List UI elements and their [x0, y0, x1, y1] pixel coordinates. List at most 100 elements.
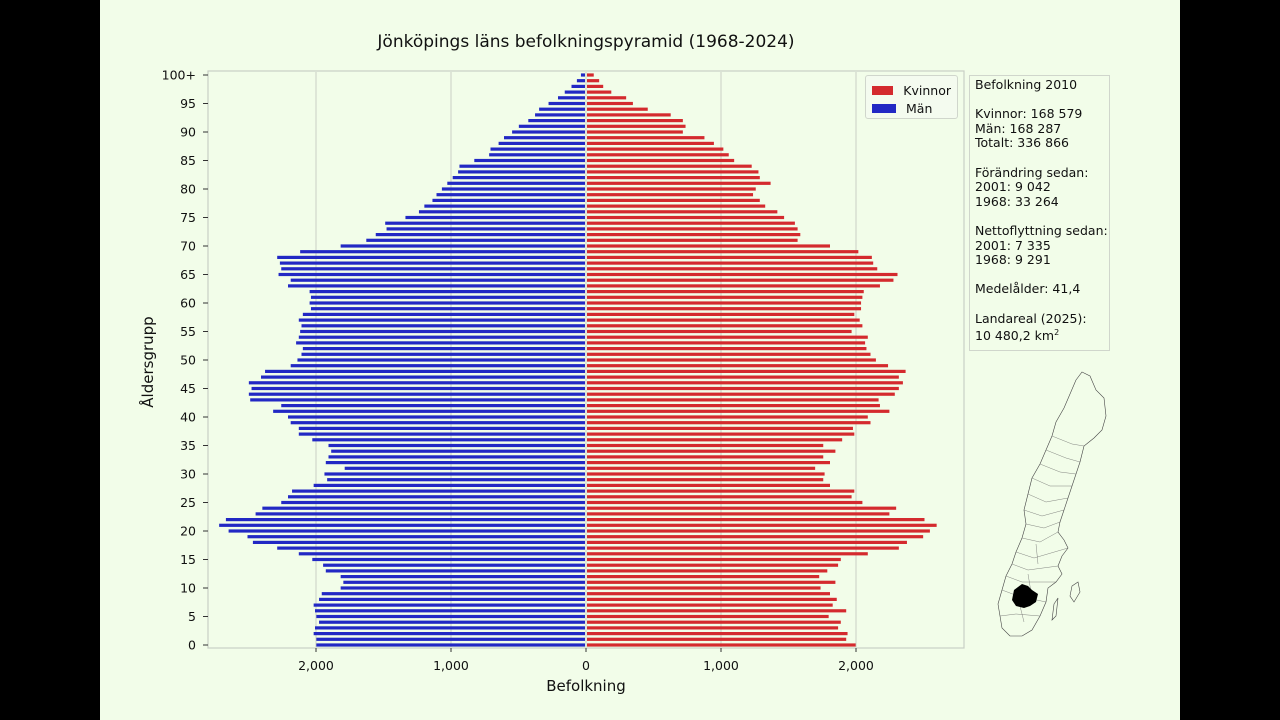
bar-men-age-21	[219, 523, 585, 527]
bar-women-age-22	[587, 518, 925, 522]
bar-men-age-82	[452, 176, 585, 180]
bar-men-age-62	[309, 290, 585, 294]
bar-men-age-83	[458, 170, 585, 174]
bar-women-age-0	[587, 643, 856, 647]
bar-men-age-85	[474, 158, 585, 163]
bar-women-age-28	[587, 483, 830, 487]
bar-women-age-29	[587, 478, 824, 482]
bar-women-age-96	[587, 96, 627, 100]
bar-women-age-9	[587, 592, 830, 596]
bar-women-age-31	[587, 466, 816, 470]
bar-men-age-66	[281, 267, 585, 271]
bar-men-age-42	[281, 404, 585, 408]
bar-men-age-64	[290, 278, 585, 282]
bar-men-age-26	[288, 495, 585, 499]
bar-men-age-94	[539, 107, 585, 111]
bar-men-age-86	[489, 153, 585, 157]
bar-men-age-54	[298, 335, 585, 339]
bar-women-age-95	[587, 101, 633, 106]
bar-women-age-34	[587, 449, 836, 453]
x-axis-label: Befolkning	[546, 677, 626, 695]
info-net-2001: 2001: 7 335	[975, 237, 1051, 253]
bar-men-age-88	[498, 141, 585, 145]
bar-women-age-6	[587, 609, 847, 613]
bar-men-age-32	[325, 461, 585, 465]
x-tick-label: 2,000	[838, 658, 874, 673]
y-tick-label: 60	[180, 296, 196, 311]
bar-women-age-8	[587, 597, 837, 601]
bar-women-age-56	[587, 324, 863, 328]
bar-men-age-73	[386, 227, 585, 231]
county-borders	[999, 435, 1085, 623]
bar-men-age-14	[323, 563, 585, 567]
bar-women-age-2	[587, 632, 848, 636]
bar-women-age-57	[587, 318, 860, 322]
bar-men-age-71	[366, 238, 585, 242]
bar-men-age-74	[385, 221, 585, 225]
bar-men-age-22	[225, 518, 585, 522]
bar-women-age-7	[587, 603, 833, 607]
bar-women-age-19	[587, 535, 924, 539]
bar-men-age-55	[300, 329, 585, 334]
bar-women-age-39	[587, 421, 871, 425]
bar-men-age-87	[490, 147, 585, 151]
bar-men-age-46	[248, 381, 585, 385]
bar-women-age-69	[587, 250, 859, 254]
bar-women-age-74	[587, 221, 795, 225]
bar-women-age-62	[587, 290, 864, 294]
info-women: Kvinnor: 168 579	[975, 106, 1083, 122]
info-change-1968: 1968: 33 264	[975, 193, 1059, 209]
chart-title: Jönköpings läns befolkningspyramid (1968…	[376, 32, 794, 52]
bar-women-age-76	[587, 210, 778, 214]
bar-women-age-82	[587, 176, 760, 180]
bar-men-age-45	[251, 386, 586, 391]
bar-men-age-8	[319, 597, 585, 601]
info-total: Totalt: 336 866	[975, 135, 1069, 151]
legend-label-women: Kvinnor	[903, 82, 951, 98]
bar-men-age-47	[261, 375, 585, 379]
bar-women-age-100+	[587, 73, 594, 77]
y-tick-label: 10	[180, 581, 196, 596]
bar-women-age-72	[587, 233, 801, 237]
bar-women-age-98	[587, 84, 604, 88]
bar-men-age-31	[344, 466, 585, 470]
bar-men-age-49	[290, 364, 585, 368]
y-tick-label: 5	[188, 609, 196, 624]
bar-women-age-92	[587, 119, 683, 123]
bar-women-age-78	[587, 198, 760, 202]
bar-men-age-6	[315, 609, 585, 613]
bar-women-age-65	[587, 272, 898, 277]
y-axis-label: Åldersgrupp	[138, 316, 157, 407]
bar-men-age-36	[312, 438, 585, 442]
bar-men-age-70	[340, 244, 585, 248]
info-net-header: Nettoflyttning sedan:	[975, 222, 1108, 238]
bar-men-age-79	[436, 193, 585, 197]
bar-men-age-5	[316, 614, 585, 619]
y-tick-label: 85	[180, 153, 196, 168]
bar-women-age-36	[587, 438, 843, 442]
y-tick-label: 0	[188, 638, 196, 653]
bar-men-age-98	[571, 84, 585, 88]
sweden-map	[997, 371, 1107, 637]
bar-women-age-67	[587, 261, 874, 265]
population-pyramid-chart: Jönköpings läns befolkningspyramid (1968…	[138, 32, 965, 695]
bar-men-age-60	[309, 301, 585, 305]
y-tick-label: 90	[180, 125, 196, 140]
bar-men-age-100+	[580, 73, 585, 77]
bar-women-age-97	[587, 90, 612, 94]
y-tick-label: 95	[180, 96, 196, 111]
bar-men-age-63	[288, 284, 585, 288]
bar-men-age-16	[298, 552, 585, 556]
bar-men-age-38	[298, 426, 585, 430]
bar-women-age-38	[587, 426, 853, 430]
bar-men-age-91	[518, 124, 585, 128]
legend-item-men: Män	[872, 99, 951, 117]
y-tick-label: 100+	[162, 68, 196, 83]
y-tick-label: 20	[180, 524, 196, 539]
bar-men-age-96	[558, 96, 585, 100]
bar-men-age-97	[564, 90, 585, 94]
bar-women-age-26	[587, 495, 852, 499]
bar-women-age-42	[587, 404, 880, 408]
bar-men-age-52	[302, 347, 585, 351]
bar-men-age-58	[302, 312, 585, 316]
